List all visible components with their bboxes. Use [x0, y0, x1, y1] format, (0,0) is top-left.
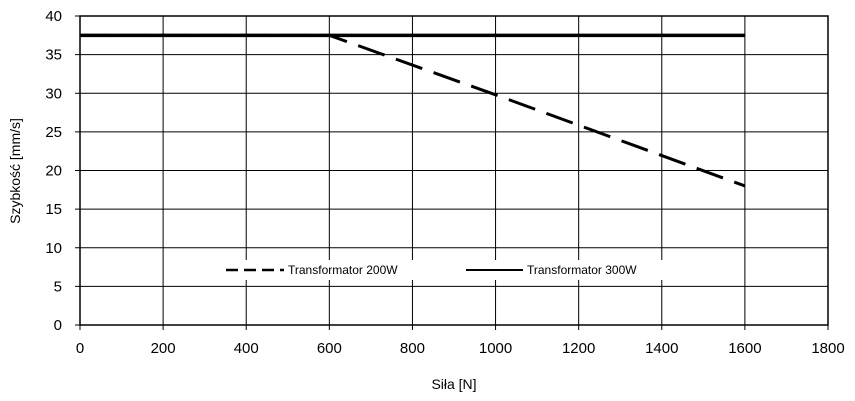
y-tick-label: 25 — [45, 124, 62, 141]
y-tick-label: 35 — [45, 47, 62, 64]
x-tick-label: 400 — [234, 340, 259, 357]
x-axis-title: Siła [N] — [431, 376, 476, 392]
x-tick-label: 600 — [317, 340, 342, 357]
x-tick-label: 1600 — [728, 340, 761, 357]
y-tick-label: 5 — [54, 278, 62, 295]
y-tick-label: 0 — [54, 317, 62, 334]
y-tick-label: 30 — [45, 85, 62, 102]
legend-label-transformator-300w: Transformator 300W — [527, 263, 637, 277]
y-axis-title: Szybkość [mm/s] — [7, 118, 23, 224]
x-tick-label: 1200 — [562, 340, 595, 357]
grid — [80, 16, 828, 325]
x-tick-label: 800 — [400, 340, 425, 357]
y-tick-label: 10 — [45, 240, 62, 257]
y-axis: 0 5 10 15 20 25 30 35 40 — [45, 8, 80, 334]
legend-background — [222, 260, 687, 280]
x-tick-label: 1400 — [645, 340, 678, 357]
y-tick-label: 15 — [45, 201, 62, 218]
x-tick-label: 1000 — [479, 340, 512, 357]
x-tick-label: 200 — [151, 340, 176, 357]
x-axis: 0 200 400 600 800 1000 1200 1400 1600 1800 — [76, 325, 845, 357]
legend: Transformator 200W Transformator 300W — [222, 260, 687, 280]
x-tick-label: 1800 — [811, 340, 844, 357]
x-tick-label: 0 — [76, 340, 84, 357]
series-group — [80, 33, 746, 188]
y-tick-label: 40 — [45, 8, 62, 25]
y-tick-label: 20 — [45, 163, 62, 180]
legend-label-transformator-200w: Transformator 200W — [288, 263, 398, 277]
